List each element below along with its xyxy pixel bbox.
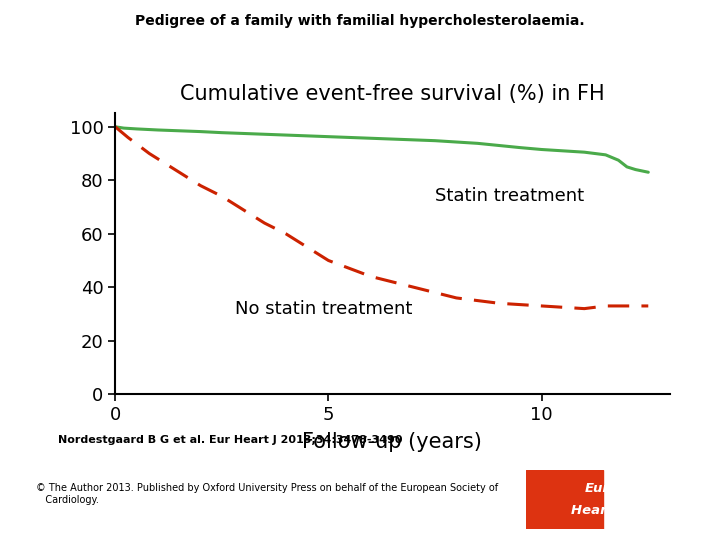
Text: Statin treatment: Statin treatment xyxy=(435,187,584,205)
Text: Pedigree of a family with familial hypercholesterolaemia.: Pedigree of a family with familial hyper… xyxy=(135,14,585,28)
Bar xyxy=(526,470,603,529)
Text: Heart Journal: Heart Journal xyxy=(571,504,670,517)
X-axis label: Follow-up (years): Follow-up (years) xyxy=(302,433,482,453)
Title: Cumulative event-free survival (%) in FH: Cumulative event-free survival (%) in FH xyxy=(180,84,605,104)
Text: No statin treatment: No statin treatment xyxy=(235,300,412,318)
Text: European: European xyxy=(585,482,656,495)
Text: © The Author 2013. Published by Oxford University Press on behalf of the Europea: © The Author 2013. Published by Oxford U… xyxy=(36,483,498,505)
Text: Nordestgaard B G et al. Eur Heart J 2013;34:3478-3490: Nordestgaard B G et al. Eur Heart J 2013… xyxy=(58,435,402,445)
